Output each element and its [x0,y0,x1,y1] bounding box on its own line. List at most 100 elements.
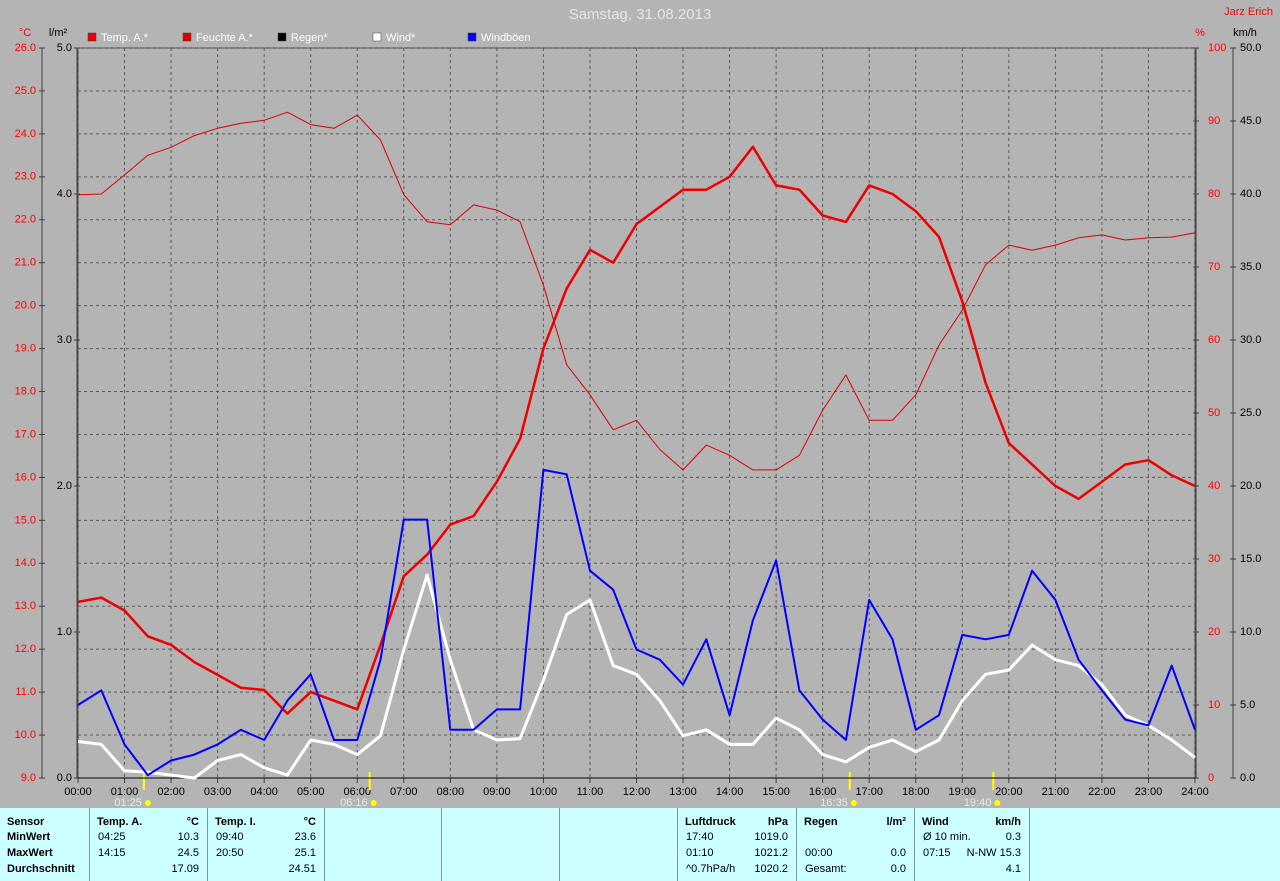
table-cell: Gesamt: [805,863,847,875]
table-cell: MinWert [7,831,51,843]
x-tick-label: 16:00 [809,786,837,798]
y-tick-label: 90 [1208,115,1220,127]
y-tick-label: 19.0 [15,342,36,354]
y-tick-label: 10 [1208,699,1220,711]
empty-column [442,808,560,881]
table-cell: Temp. I. [215,816,256,828]
y-tick-label: 30 [1208,553,1220,565]
y-tick-label: 2.0 [57,480,72,492]
series-line [77,468,1196,777]
axis-title: km/h [1233,27,1257,39]
table-cell: ^0.7hPa/h [686,863,736,875]
y-tick-label: 40.0 [1240,188,1261,200]
sun-moon-icon [370,800,377,806]
series-line [77,573,1196,780]
y-tick-label: 11.0 [15,686,36,698]
table-cell: 25.1 [294,847,316,859]
sun-moon-icon [994,800,1001,806]
sun-moon-icon [850,800,857,806]
y-tick-label: 16.0 [15,471,36,483]
legend-swatch [467,32,477,42]
y-tick-label: 10.0 [15,729,36,741]
x-tick-label: 00:00 [64,786,92,798]
x-tick-label: 21:00 [1042,786,1070,798]
y-tick-label: 14.0 [15,557,36,569]
sun-moon-icon [144,800,151,806]
author: Jarz Erich [1224,6,1273,18]
table-cell: 07:15 [923,847,951,859]
x-tick-label: 10:00 [530,786,558,798]
legend-label: Wind* [386,32,416,44]
table-cell: 10.3 [177,831,199,843]
series-line [77,111,1196,471]
y-tick-label: 22.0 [15,214,36,226]
x-tick-label: 07:00 [390,786,418,798]
table-cell: Durchschnitt [7,863,75,875]
table-column: Temp. A. °C 04:25 10.3 14:15 24.5 17.09 [90,808,208,881]
table-cell: 23.6 [294,831,316,843]
y-tick-label: 10.0 [1240,626,1261,638]
x-tick-label: 03:00 [204,786,232,798]
chart: Samstag, 31.08.2013 Jarz Erich °C 9.0 10.0… [14,5,1273,808]
table-cell: l/m² [886,816,906,828]
x-tick-label: 06:00 [343,786,371,798]
x-tick-label: 24:00 [1181,786,1209,798]
stats-table: Sensor MinWert MaxWert Durchschnitt Temp. A.… [0,808,1280,881]
table-cell: 17.09 [171,863,199,875]
y-tick-label: 45.0 [1240,115,1261,127]
series-line [77,145,1196,715]
legend-swatch [87,32,97,42]
axis-title: °C [19,27,31,39]
y-tick-label: 40 [1208,480,1220,492]
legend-label: Regen* [291,32,328,44]
y-tick-label: 15.0 [1240,553,1261,565]
table-cell: 24.5 [177,847,199,859]
table-cell: km/h [995,816,1021,828]
y-tick-label: 3.0 [57,334,72,346]
table-cell: 00:00 [805,847,833,859]
table-cell: N-NW 15.3 [966,847,1021,859]
y-tick-label: 100 [1208,42,1226,54]
table-cell: 24.51 [288,863,316,875]
x-tick-label: 15:00 [762,786,790,798]
x-tick-label: 04:00 [250,786,278,798]
x-tick-label: 09:00 [483,786,511,798]
y-tick-label: 80 [1208,188,1220,200]
y-tick-label: 5.0 [57,42,72,54]
table-cell: 17:40 [686,831,714,843]
y-tick-label: 12.0 [15,643,36,655]
y-tick-label: 5.0 [1240,699,1255,711]
y-tick-label: 0.0 [57,772,72,784]
table-cell: hPa [767,816,788,828]
x-tick-label: 19:00 [949,786,977,798]
y-tick-label: 23.0 [15,171,36,183]
y-tick-label: 25.0 [15,85,36,97]
y-tick-label: 60 [1208,334,1220,346]
x-tick-label: 08:00 [437,786,465,798]
table-cell: 0.0 [890,863,906,875]
table-cell: Luftdruck [685,816,736,828]
y-tick-label: 4.0 [57,188,72,200]
x-tick-label: 22:00 [1088,786,1116,798]
legend-label: Feuchte A.* [196,32,254,44]
table-cell: MaxWert [7,847,53,859]
annotation: 01:25 [114,797,142,808]
table-cell: 14:15 [98,847,126,859]
table-column: Luftdruck hPa 17:40 1019.0 01:10 1021.2 ^0.7hP… [678,808,797,881]
y-tick-label: 0.0 [1240,772,1255,784]
y-tick-label: 25.0 [1240,407,1261,419]
table-cell: 09:40 [216,831,244,843]
table-cell: 1021.2 [754,847,788,859]
table-cell: Temp. A. [97,816,143,828]
y-tick-label: 35.0 [1240,261,1261,273]
axis-title: % [1195,27,1205,39]
table-cell: Regen [804,816,838,828]
table-column: Regen l/m² 00:00 0.0 Gesamt: 0.0 [797,808,915,881]
x-tick-label: 11:00 [577,786,604,798]
y-tick-label: 20.0 [15,300,36,312]
table-cell: Sensor [7,816,45,828]
y-tick-label: 17.0 [15,428,36,440]
y-tick-label: 20 [1208,626,1220,638]
x-tick-label: 12:00 [623,786,651,798]
table-cell: °C [186,816,199,828]
